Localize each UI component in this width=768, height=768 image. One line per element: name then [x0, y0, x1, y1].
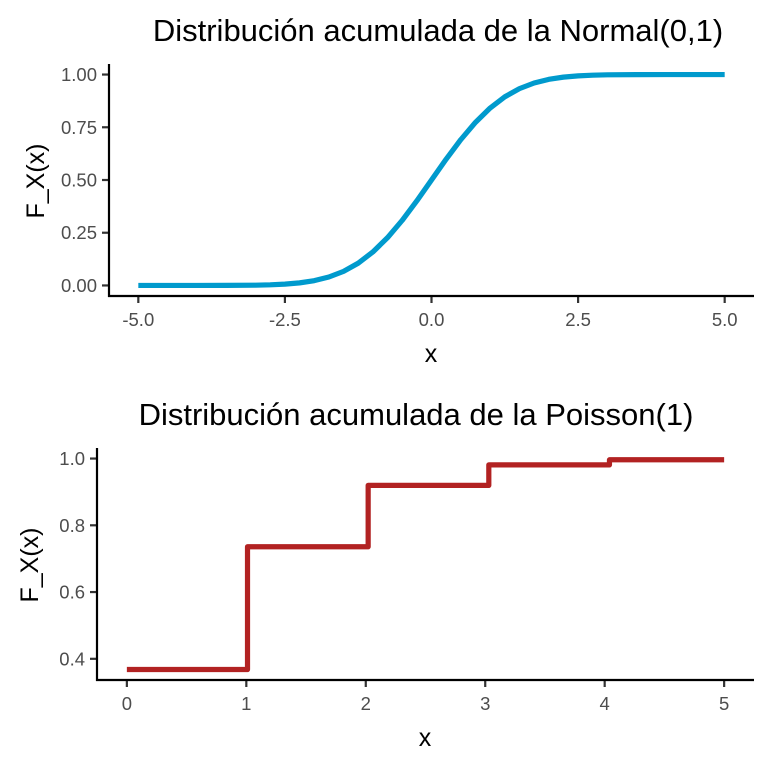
y-tick-label: 0.8 — [59, 515, 85, 536]
cdf-line — [126, 457, 725, 673]
y-tick-label: 0.50 — [61, 170, 97, 191]
x-tick-label: -2.5 — [269, 309, 301, 330]
y-tick-label: 0.75 — [61, 117, 97, 138]
x-tick-label: 0 — [122, 693, 132, 714]
y-tick-label: 1.00 — [61, 64, 97, 85]
tick-group: -5.0 -2.5 0.0 2.5 5.0 0.00 0.25 0.50 0.75 1.00 — [61, 64, 738, 330]
normal-cdf-panel: Distribución acumulada de la Normal(0,1)… — [22, 13, 754, 368]
series-group — [138, 71, 725, 289]
x-tick-label: 0.0 — [419, 309, 445, 330]
x-tick-label: -5.0 — [122, 309, 154, 330]
y-axis-title: F_X(x) — [16, 528, 44, 603]
y-axis-title: F_X(x) — [22, 144, 50, 219]
y-tick-label: 0.4 — [59, 648, 85, 669]
cdf-line — [138, 71, 725, 289]
y-tick-label: 1.0 — [59, 448, 85, 469]
y-tick-label: 0.00 — [61, 275, 97, 296]
x-tick-label: 2 — [361, 693, 371, 714]
x-tick-label: 5.0 — [712, 309, 738, 330]
chart-title: Distribución acumulada de la Poisson(1) — [139, 397, 694, 432]
y-tick-label: 0.25 — [61, 222, 97, 243]
x-tick-label: 5 — [719, 693, 729, 714]
x-tick-label: 1 — [241, 693, 251, 714]
x-tick-label: 4 — [600, 693, 610, 714]
y-tick-label: 0.6 — [59, 582, 85, 603]
tick-group: 0 1 2 3 4 5 0.4 0.6 0.8 1.0 — [59, 448, 729, 714]
x-tick-label: 2.5 — [565, 309, 591, 330]
x-axis-title: x — [425, 340, 438, 368]
x-tick-label: 3 — [480, 693, 490, 714]
chart-title: Distribución acumulada de la Normal(0,1) — [153, 13, 723, 48]
series-group — [126, 457, 725, 673]
x-axis-title: x — [419, 724, 432, 752]
poisson-cdf-panel: Distribución acumulada de la Poisson(1) … — [16, 397, 754, 752]
